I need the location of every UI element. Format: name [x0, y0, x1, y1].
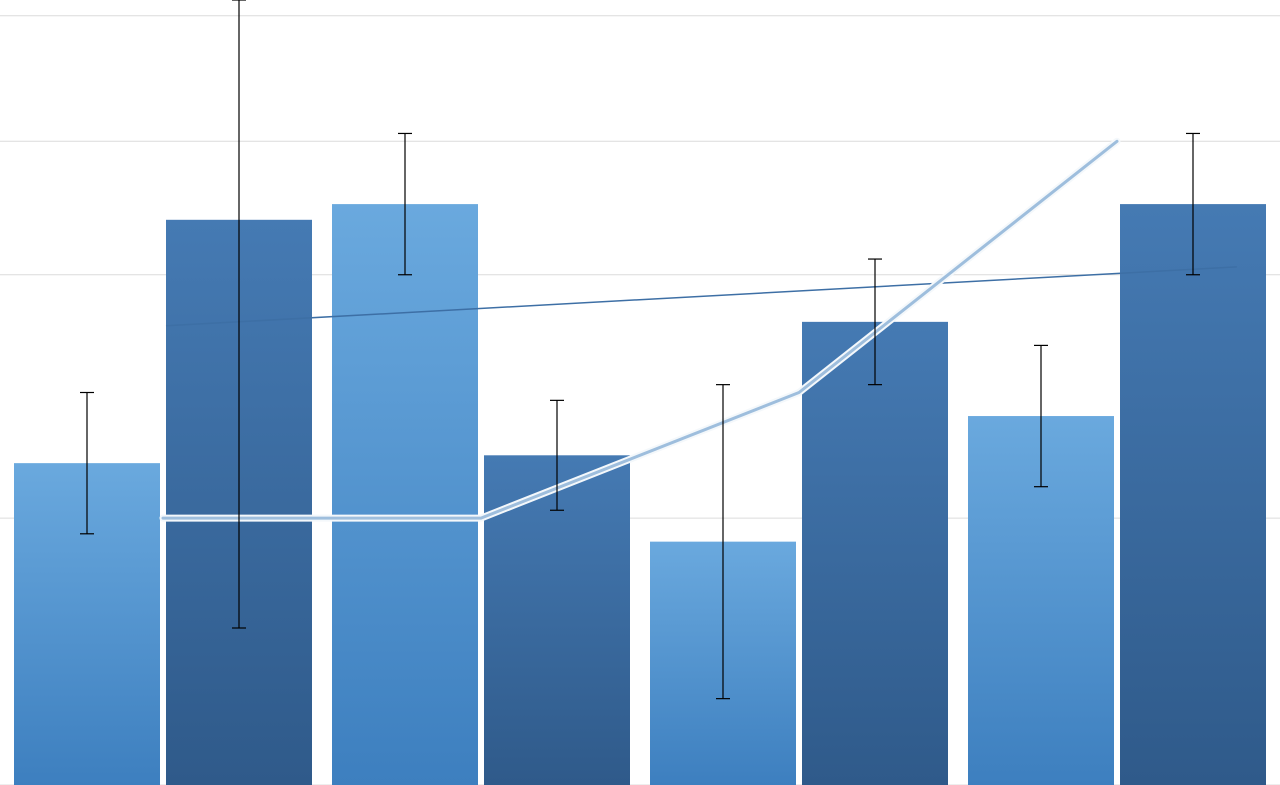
bar [802, 322, 948, 785]
bar [1120, 204, 1266, 785]
chart-canvas [0, 0, 1280, 785]
combo-bar-line-chart [0, 0, 1280, 785]
bar [332, 204, 478, 785]
